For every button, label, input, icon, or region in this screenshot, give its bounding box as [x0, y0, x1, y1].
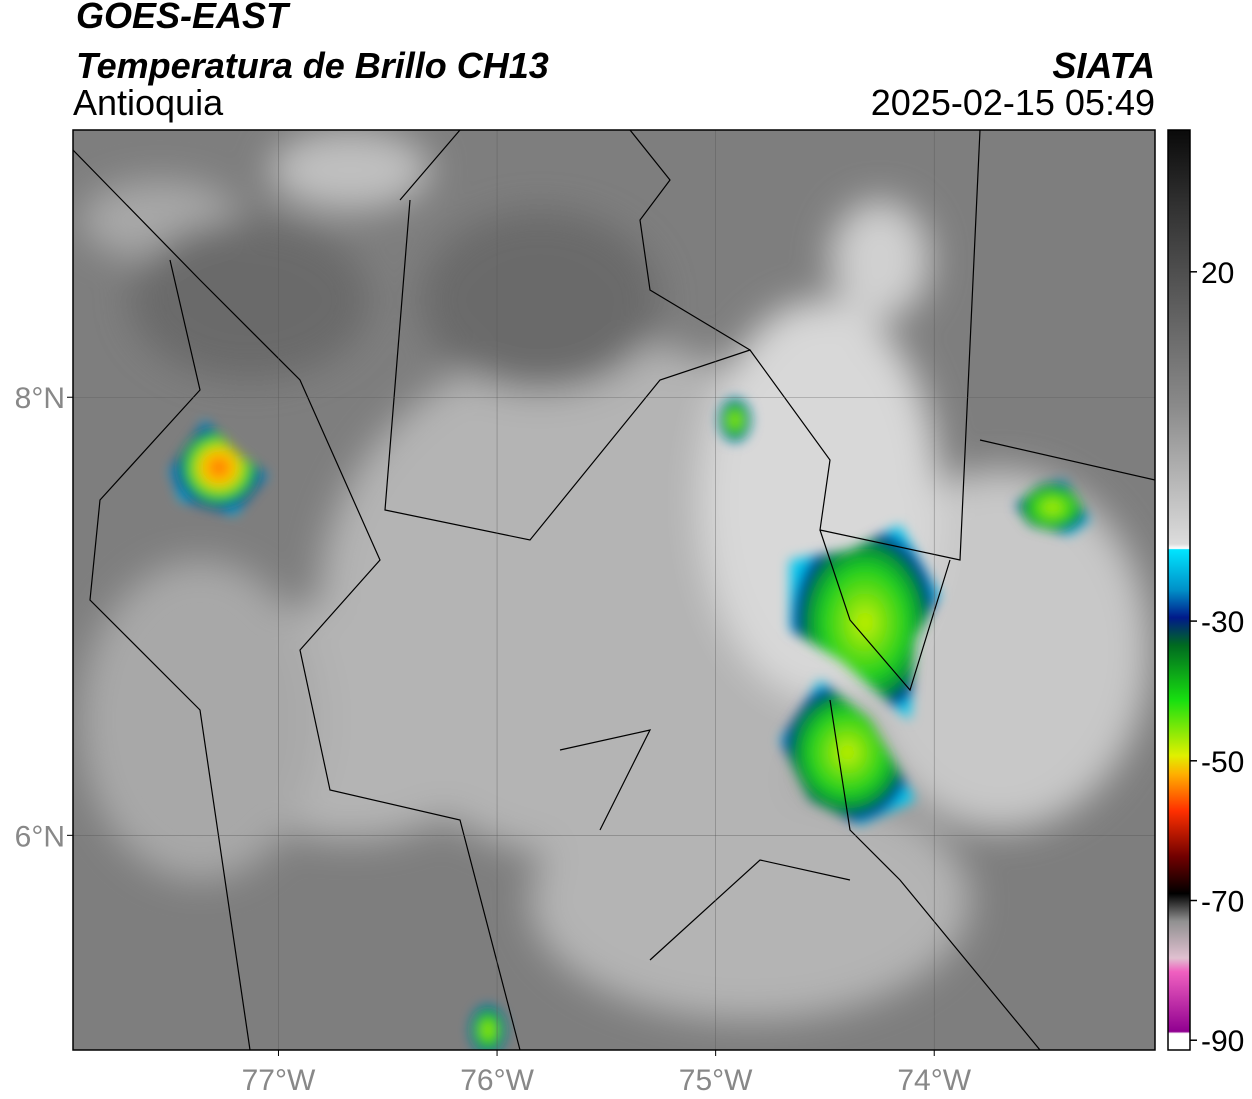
colorbar-tick-label: -70 [1201, 886, 1244, 919]
colorbar [1167, 129, 1191, 1051]
satellite-image [73, 130, 1155, 1050]
region: Antioquia [73, 82, 224, 123]
colorbar-tick-label: -90 [1201, 1025, 1244, 1058]
x-tick-label: 74°W [897, 1064, 971, 1097]
source: SIATA [1052, 45, 1155, 86]
colorbar-tick-label: -50 [1201, 746, 1244, 779]
satellite: GOES-EAST [76, 0, 291, 36]
x-tick-label: 77°W [242, 1064, 316, 1097]
y-tick-label: 8°N [15, 382, 65, 415]
x-tick-label: 75°W [679, 1064, 753, 1097]
x-tick-label: 76°W [460, 1064, 534, 1097]
datetime: 2025-02-15 05:49 [871, 82, 1155, 123]
colorbar-tick-label: 20 [1201, 257, 1234, 290]
y-tick-label: 6°N [15, 820, 65, 853]
colorbar-tick-label: -30 [1201, 606, 1244, 639]
product: Temperatura de Brillo CH13 [76, 45, 549, 86]
map-frame [72, 129, 1156, 1051]
